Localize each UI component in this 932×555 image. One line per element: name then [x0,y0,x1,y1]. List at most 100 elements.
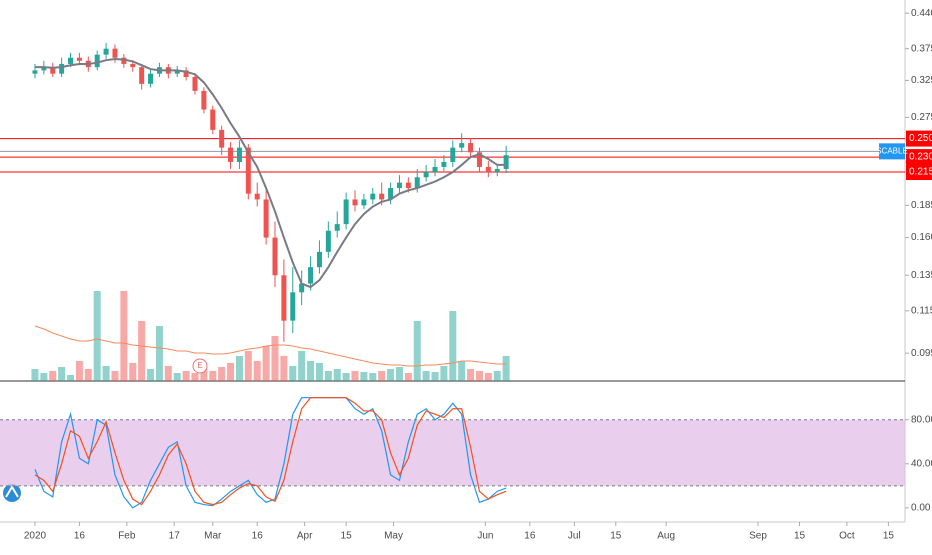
volume-bar [431,372,439,381]
candle-body [316,251,322,268]
price-level-label: 0.250 [909,133,932,144]
volume-bar [67,375,75,381]
candle-body [32,70,38,74]
candle-body [476,152,482,167]
candle-body [139,67,145,84]
volume-ma [34,325,507,367]
x-tick-label: 16 [74,531,86,542]
volume-bar [262,346,270,381]
moving-average [34,57,507,289]
y-tick-label: 0.135 [911,270,932,281]
x-tick-label: Sep [749,531,767,542]
y-tick-label: 40.00 [911,458,932,469]
price-level-label: 0.215 [909,167,932,178]
price-level-box [906,149,932,166]
candle-body [352,199,358,206]
volume-bar [369,373,377,381]
volume-bar [298,351,306,381]
price-level-box [906,130,932,147]
candle-body [299,283,305,293]
volume-bar [102,366,110,381]
x-tick-label: 15 [341,531,353,542]
candle-body [228,147,234,162]
candle-body [414,177,420,189]
volume-bar [324,371,332,381]
volume-bar [440,366,448,381]
candle-body [450,147,456,162]
candle-body [219,129,225,148]
event-label: E [197,361,202,370]
y-tick-label: 0.375 [911,43,932,54]
volume-bar [289,366,297,381]
candle-body [121,57,127,64]
candle-body [281,275,287,321]
volume-bar [182,371,190,381]
volume-bar [120,291,128,381]
candle-body [263,199,269,238]
event-marker [192,358,208,374]
volume-bar [475,371,483,381]
price-level-label: 0.230 [909,152,932,163]
y-tick-label: 0.325 [911,75,932,86]
x-tick-label: 15 [610,531,622,542]
candle-body [379,193,385,200]
candle-body [245,147,251,194]
volume-bar [173,373,181,381]
candle-body [343,199,349,225]
price-level-box [906,164,932,181]
candle-body [148,73,154,84]
volume-bar [360,372,368,381]
volume-bar [58,367,66,381]
volume-bar [307,361,315,381]
volume-bar [93,291,101,381]
volume-bar [378,371,386,381]
stoch-line [34,397,507,509]
volume-bar [404,373,412,381]
candle-body [192,77,198,91]
x-tick-label: 16 [252,531,264,542]
candle-body [50,67,56,74]
volume-bar [458,361,466,381]
y-tick-label: 0.185 [911,200,932,211]
x-tick-label: Oct [839,531,855,542]
logo-circle [3,484,21,502]
volume-bar [200,369,208,381]
volume-bar [449,311,457,381]
y-tick-label: 0.115 [911,305,932,316]
x-tick-label: Apr [297,531,313,542]
candle-body [441,161,447,167]
volume-bar [253,361,261,381]
x-tick-label: 16 [524,531,536,542]
candle-body [210,109,216,130]
y-tick-label: 0.095 [911,348,932,359]
volume-bar [342,373,350,381]
candle-body [485,166,491,173]
volume-bar [315,363,323,381]
volume-bar [235,356,243,381]
candle-body [432,166,438,173]
candle-body [405,182,411,189]
candle-body [308,267,314,284]
x-tick-label: Aug [657,531,675,542]
x-tick-label: Jun [477,531,493,542]
volume-bar [138,321,146,381]
tag-label: SCABLE [876,146,908,155]
candle-body [130,63,136,68]
candle-body [503,155,509,169]
x-tick-label: May [384,531,403,542]
volume-bar [280,356,288,381]
tag-box [879,143,905,160]
candle-body [174,70,180,74]
x-tick-label: 2020 [24,531,47,542]
volume-bar [111,371,119,381]
volume-bar [84,369,92,381]
y-tick-label: 0.440 [911,8,932,19]
volume-bar [155,326,163,381]
volume-bar [422,371,430,381]
candle-body [468,143,474,153]
x-tick-label: Mar [204,531,222,542]
y-tick-label: 0.275 [911,112,932,123]
logo-mark [5,485,19,498]
stoch-band [0,419,905,486]
volume-bar [244,351,252,381]
